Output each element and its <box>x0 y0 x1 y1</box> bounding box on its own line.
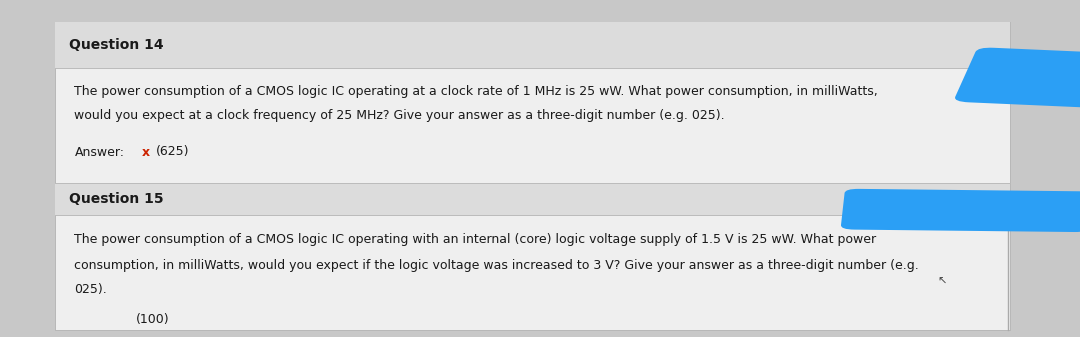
Text: 025).: 025). <box>75 283 107 297</box>
Text: (100): (100) <box>136 313 170 327</box>
Text: Question 14: Question 14 <box>69 38 164 52</box>
Text: ↖: ↖ <box>937 277 947 287</box>
Text: Question 15: Question 15 <box>69 192 164 206</box>
FancyBboxPatch shape <box>55 183 1010 215</box>
Text: The power consumption of a CMOS logic IC operating with an internal (core) logic: The power consumption of a CMOS logic IC… <box>75 234 877 246</box>
Text: Answer:: Answer: <box>75 146 124 158</box>
Text: (625): (625) <box>156 146 189 158</box>
FancyBboxPatch shape <box>955 48 1080 111</box>
FancyBboxPatch shape <box>841 189 1080 232</box>
FancyBboxPatch shape <box>55 22 1010 330</box>
Text: x: x <box>141 146 149 158</box>
Text: The power consumption of a CMOS logic IC operating at a clock rate of 1 MHz is 2: The power consumption of a CMOS logic IC… <box>75 86 878 98</box>
FancyBboxPatch shape <box>55 22 1010 68</box>
Text: would you expect at a clock frequency of 25 MHz? Give your answer as a three-dig: would you expect at a clock frequency of… <box>75 109 725 122</box>
Text: consumption, in milliWatts, would you expect if the logic voltage was increased : consumption, in milliWatts, would you ex… <box>75 258 919 272</box>
